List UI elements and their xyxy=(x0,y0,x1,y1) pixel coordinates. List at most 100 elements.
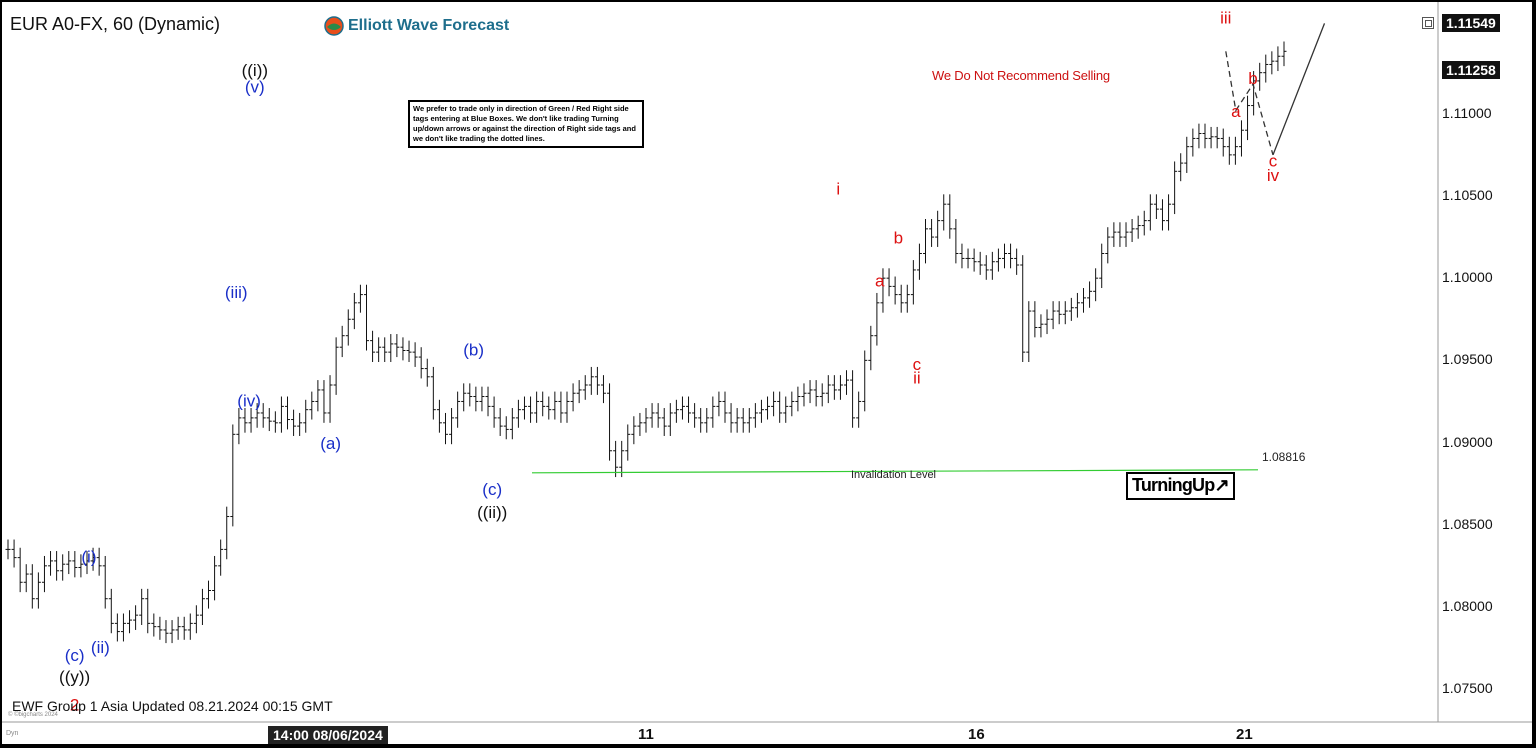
ohlc-bar xyxy=(339,325,345,358)
wave-label: c xyxy=(1269,151,1278,170)
ohlc-bar xyxy=(430,366,436,420)
ohlc-bar xyxy=(1032,301,1038,338)
time-cursor-label: 14:00 08/06/2024 xyxy=(268,726,388,744)
ohlc-bar xyxy=(534,391,540,423)
wave-label: a xyxy=(875,271,885,290)
ohlc-bar xyxy=(485,386,491,417)
ohlc-bar xyxy=(631,416,637,445)
wave-label: i xyxy=(836,179,840,198)
ohlc-bar xyxy=(218,539,224,576)
ohlc-bar xyxy=(698,408,704,433)
ohlc-bar xyxy=(467,383,473,407)
ohlc-bar xyxy=(807,380,813,404)
ohlc-bar xyxy=(412,342,418,367)
ohlc-bar xyxy=(382,337,388,362)
ohlc-bar xyxy=(613,440,619,478)
copyright-text: © ©bigcharts 2024 xyxy=(8,712,58,718)
ohlc-bar xyxy=(272,411,278,433)
ohlc-bar xyxy=(54,551,60,581)
time-tick-label: 11 xyxy=(638,726,654,743)
ohlc-bar xyxy=(297,412,303,436)
brand-logo: Elliott Wave Forecast xyxy=(324,16,509,36)
time-tick-label: 16 xyxy=(968,726,985,743)
ohlc-bar xyxy=(175,616,181,640)
restore-icon[interactable] xyxy=(1422,17,1434,29)
ohlc-bar xyxy=(48,551,54,576)
ohlc-bar xyxy=(242,408,248,433)
ohlc-bar xyxy=(78,554,84,578)
ohlc-bar xyxy=(1135,215,1141,239)
ohlc-bar xyxy=(5,539,11,560)
ohlc-bar xyxy=(528,396,534,423)
ohlc-bar xyxy=(1014,248,1020,275)
wave-label: b xyxy=(1248,69,1257,88)
ohlc-bar xyxy=(90,547,96,571)
ohlc-bar xyxy=(1232,136,1238,165)
price-tick-label: 1.10500 xyxy=(1442,186,1493,203)
wave-label: (ii) xyxy=(91,638,110,657)
ohlc-bar xyxy=(1202,123,1208,149)
turning-up-label: TurningUp xyxy=(1132,475,1215,495)
ohlc-bar xyxy=(923,218,929,264)
ohlc-bar xyxy=(1044,309,1050,335)
ohlc-bar xyxy=(127,610,133,634)
ohlc-bar xyxy=(704,408,710,433)
ohlc-bar xyxy=(96,547,102,576)
ohlc-bar xyxy=(236,408,242,445)
projection-solid xyxy=(1272,23,1326,156)
ohlc-bar xyxy=(959,243,965,269)
price-tag: 1.11549 xyxy=(1442,13,1500,32)
ohlc-bar xyxy=(17,547,23,593)
ohlc-bar xyxy=(151,613,157,637)
price-tick-label: 1.10000 xyxy=(1442,269,1493,286)
ohlc-bar xyxy=(1117,222,1123,247)
ohlc-bar xyxy=(1166,194,1172,231)
wave-label: ((y)) xyxy=(59,668,90,687)
ohlc-bar xyxy=(989,251,995,280)
ohlc-bar xyxy=(285,396,291,430)
ohlc-bar xyxy=(1178,153,1184,182)
ohlc-bar xyxy=(1068,297,1074,321)
ohlc-bar xyxy=(491,396,497,428)
globe-icon xyxy=(324,16,344,36)
ohlc-bar xyxy=(686,396,692,423)
ohlc-bar xyxy=(862,350,868,412)
ohlc-bar xyxy=(643,408,649,433)
ohlc-bar xyxy=(1087,281,1093,308)
ohlc-bar xyxy=(376,337,382,362)
ohlc-bar xyxy=(910,260,916,305)
ohlc-bar xyxy=(418,347,424,379)
ohlc-bar xyxy=(898,284,904,313)
wave-label: iv xyxy=(1267,166,1280,185)
ohlc-bar xyxy=(102,555,108,609)
ohlc-bar xyxy=(260,403,266,428)
ohlc-bar xyxy=(120,613,126,642)
ohlc-bar xyxy=(540,391,546,417)
ohlc-bar xyxy=(1238,120,1244,157)
invalidation-label: Invalidation Level xyxy=(851,469,937,481)
ohlc-bar xyxy=(844,370,850,395)
ohlc-bar xyxy=(473,386,479,412)
ohlc-bar xyxy=(1105,227,1111,264)
price-tick-label: 1.07500 xyxy=(1442,680,1493,697)
ohlc-bar xyxy=(1214,126,1220,149)
ohlc-bar xyxy=(1062,301,1068,325)
ohlc-bar xyxy=(72,551,78,578)
turning-up-tag: TurningUp↗ xyxy=(1126,472,1235,500)
wave-label: (c) xyxy=(65,646,85,665)
wave-label: a xyxy=(1231,102,1241,121)
wave-label: 2 xyxy=(70,695,79,714)
ohlc-bar xyxy=(655,403,661,428)
symbol-title: EUR A0-FX, 60 (Dynamic) xyxy=(10,14,221,34)
ohlc-bar xyxy=(278,396,284,433)
ohlc-bar xyxy=(351,292,357,330)
ohlc-bar xyxy=(983,255,989,280)
ohlc-bar xyxy=(850,370,856,428)
brand-name: Elliott Wave Forecast xyxy=(348,17,510,34)
ohlc-bar xyxy=(230,424,236,527)
ohlc-bar xyxy=(692,403,698,428)
ohlc-bar xyxy=(1257,62,1263,91)
ohlc-bar xyxy=(576,380,582,404)
projection-dashed xyxy=(1225,51,1274,156)
